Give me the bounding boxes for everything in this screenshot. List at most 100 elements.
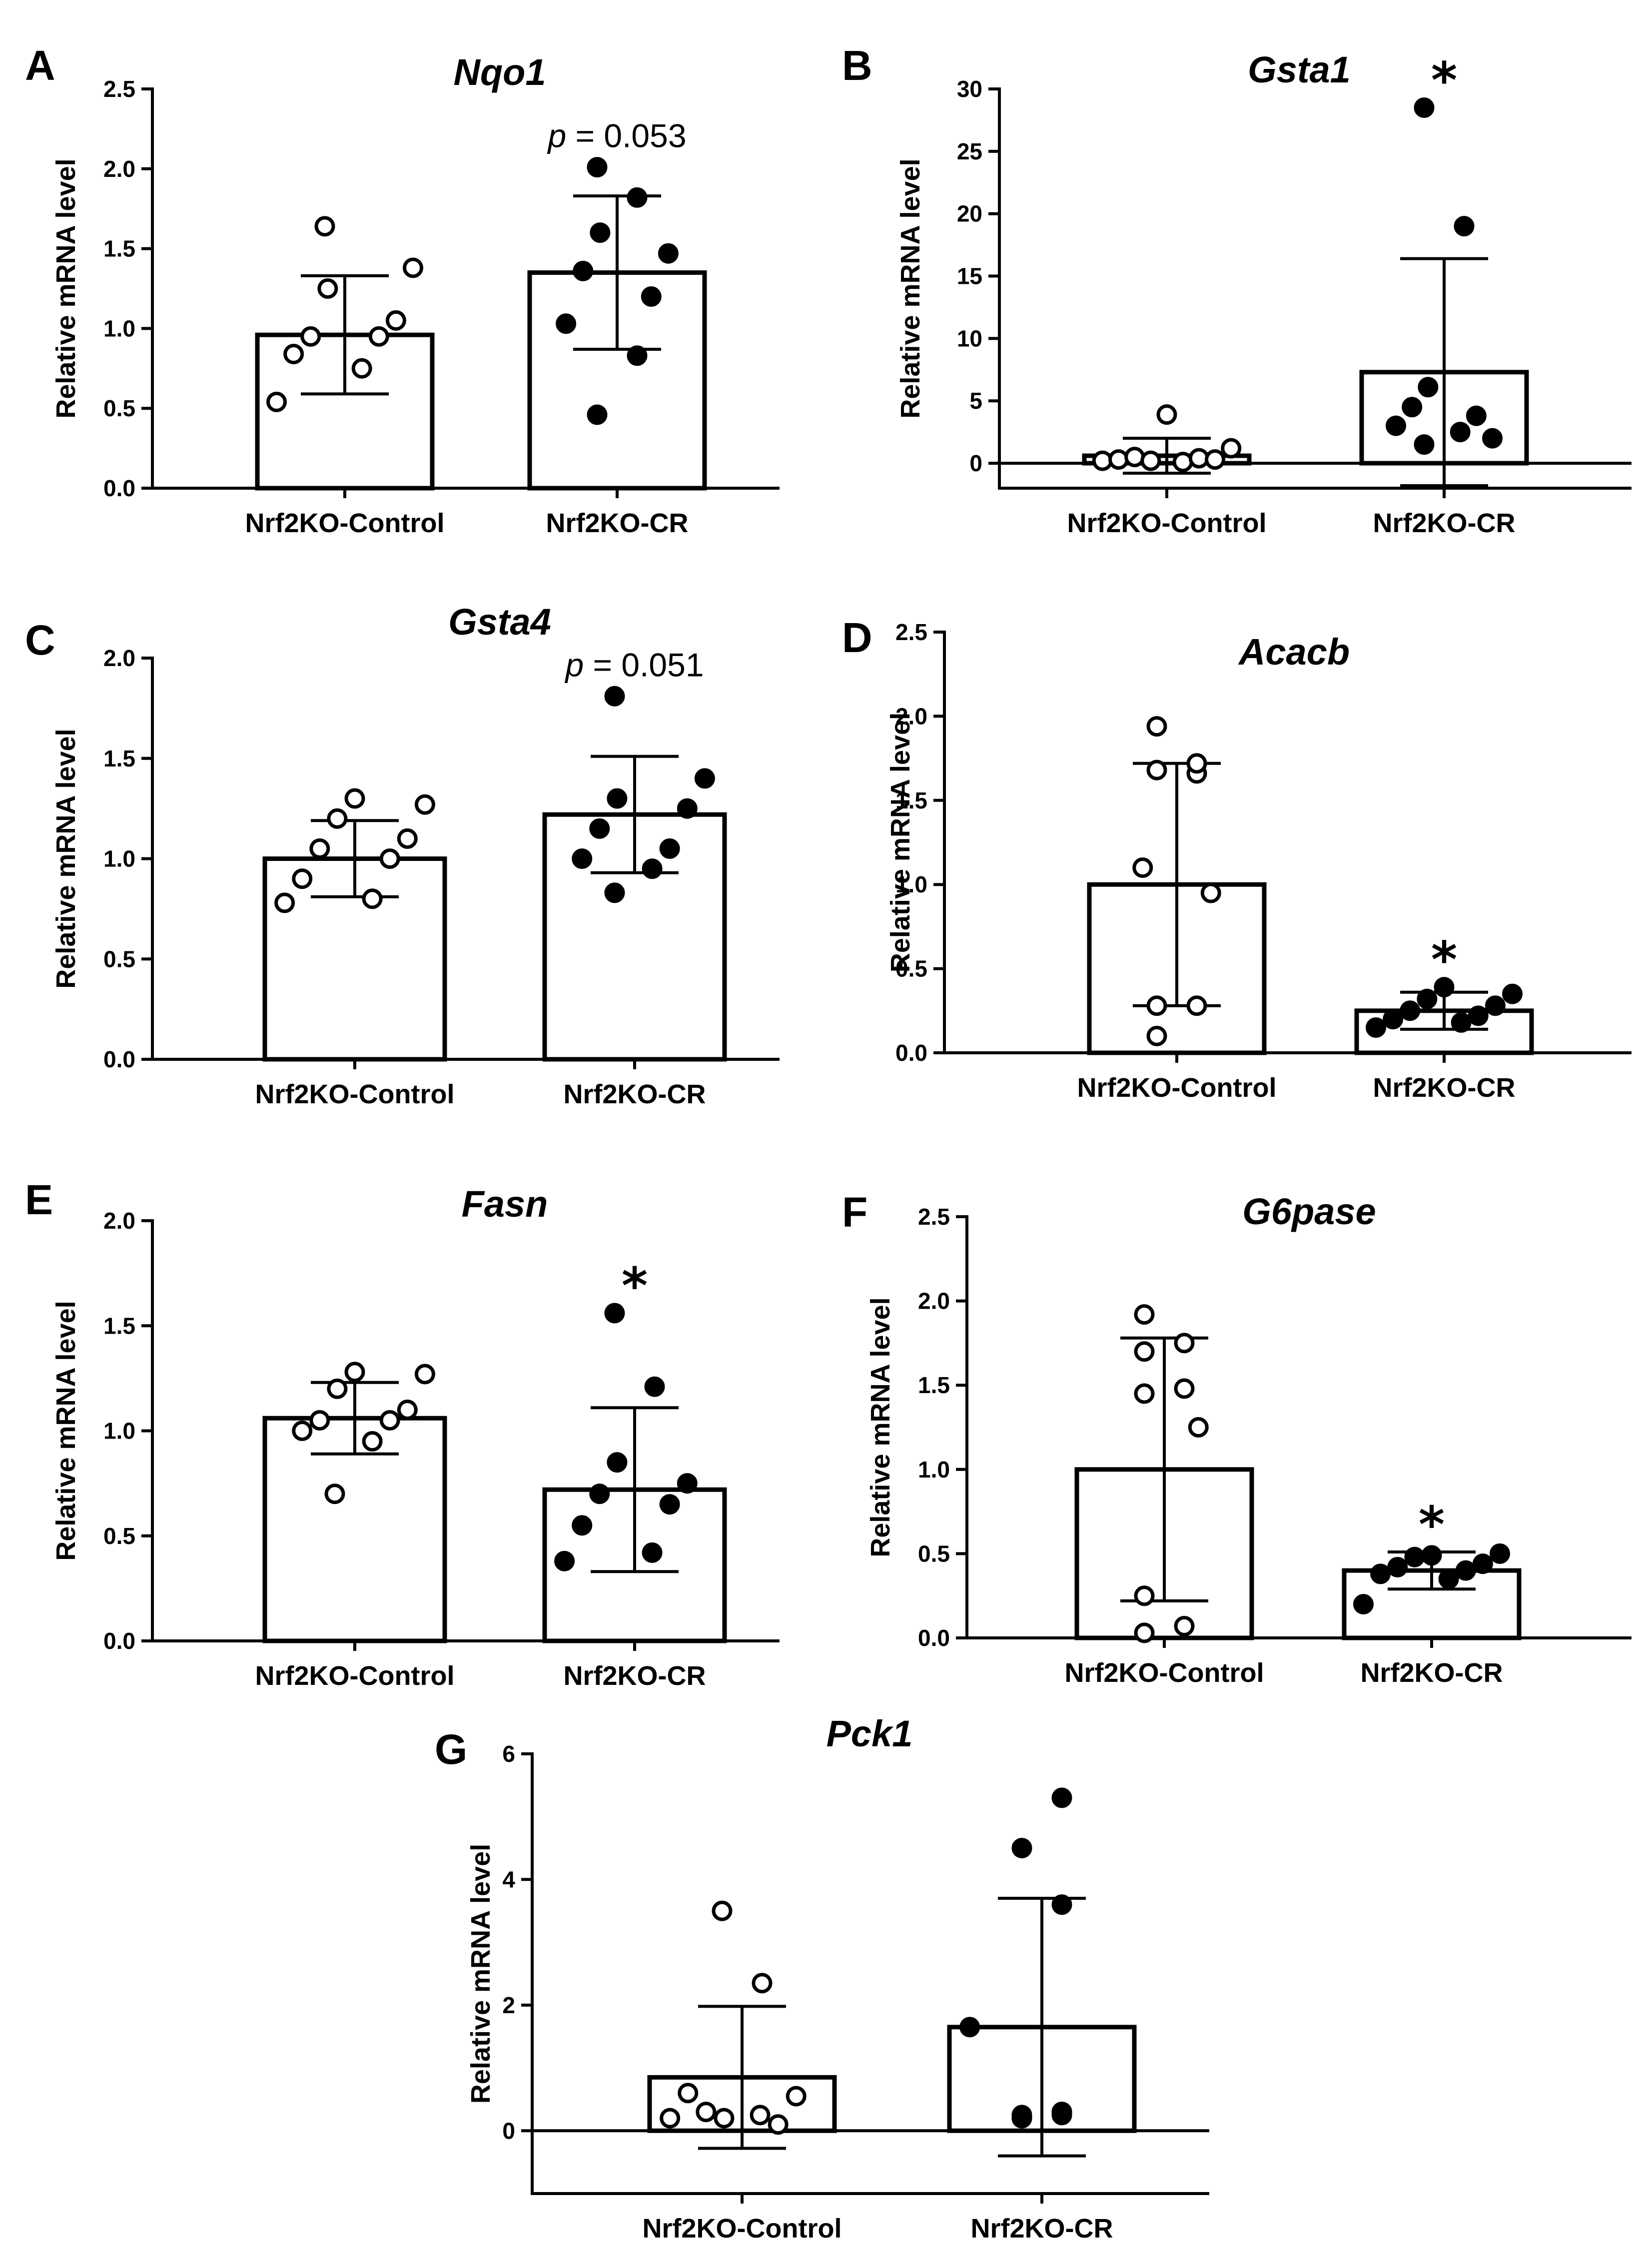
x-tick-label: Nrf2KO-CR — [1373, 508, 1515, 538]
data-point — [959, 2017, 980, 2038]
data-point — [677, 1473, 698, 1494]
y-tick-label: 0.5 — [895, 956, 927, 982]
p-value-text: = 0.051 — [584, 646, 704, 683]
panel-d: D Acacb Relative mRNA level 0.0 0.5 1.0 1.5 2.0… — [842, 614, 1632, 1103]
chart-title: Fasn — [462, 1183, 548, 1225]
x-tick-label: Nrf2KO-CR — [1360, 1658, 1503, 1688]
data-point — [1502, 983, 1523, 1004]
data-point — [368, 326, 389, 347]
data-point — [556, 313, 577, 334]
y-tick-label: 2.0 — [103, 1208, 135, 1234]
y-tick-label: 2.5 — [918, 1204, 950, 1230]
data-point — [768, 2114, 789, 2135]
y-tick-label: 5 — [969, 388, 982, 414]
data-point — [573, 260, 594, 281]
data-point — [1400, 1000, 1421, 1021]
data-point — [752, 1973, 773, 1994]
y-tick-label: 2.0 — [918, 1288, 950, 1314]
chart-title: Nqo1 — [454, 51, 546, 93]
data-point — [607, 788, 628, 809]
data-point — [1051, 1787, 1072, 1808]
data-point — [1370, 1563, 1391, 1584]
data-point — [589, 1484, 610, 1505]
data-point — [292, 868, 313, 889]
y-tick-label: 0 — [969, 450, 982, 476]
data-point — [627, 345, 648, 366]
data-point — [1450, 422, 1471, 443]
y-tick-label: 20 — [957, 201, 982, 227]
data-point — [1108, 449, 1129, 470]
panel-f: F G6pase Relative mRNA level 0.0 0.5 1.0 1.5 2.… — [842, 1189, 1632, 1688]
data-point — [786, 2086, 807, 2107]
y-tick-label: 1.5 — [895, 787, 927, 813]
y-tick-label: 2 — [502, 1992, 515, 2018]
x-tick-label: Nrf2KO-Control — [1077, 1073, 1277, 1103]
data-point — [1146, 995, 1167, 1016]
y-tick-label: 0.5 — [103, 946, 135, 972]
data-point — [589, 818, 610, 839]
data-point — [1490, 1543, 1510, 1564]
data-point — [314, 216, 335, 237]
data-point — [590, 222, 611, 243]
data-point — [694, 768, 715, 789]
x-tick-label: Nrf2KO-Control — [1067, 508, 1267, 538]
y-tick-label: 10 — [957, 325, 982, 351]
data-point — [627, 187, 648, 208]
data-point — [587, 157, 608, 178]
data-point — [714, 2108, 735, 2129]
data-point — [344, 1362, 365, 1383]
data-point — [324, 1484, 345, 1505]
y-axis-label: Relative mRNA level — [466, 1844, 496, 2104]
data-point — [414, 1364, 435, 1385]
p-value-prefix: p — [564, 646, 584, 683]
data-point — [274, 892, 295, 913]
data-point — [1134, 1341, 1155, 1362]
panel-letter: G — [435, 1726, 467, 1773]
data-point — [1434, 977, 1455, 998]
y-tick-label: 0.0 — [103, 1046, 135, 1072]
chart-title: Gsta1 — [1248, 49, 1351, 90]
data-point — [659, 838, 680, 859]
y-tick-label: 2.5 — [103, 76, 135, 102]
data-point — [292, 1421, 313, 1441]
chart-title: Acacb — [1238, 631, 1350, 673]
data-point — [607, 1452, 628, 1473]
data-point — [309, 838, 330, 859]
p-value-prefix: p — [547, 117, 566, 154]
data-point — [300, 326, 321, 347]
data-point — [677, 798, 698, 819]
panel-letter: B — [842, 42, 872, 89]
data-point — [1134, 1622, 1155, 1643]
panel-a: A Nqo1 Relative mRNA level 0.0 0.5 1.0 1.5 2.0 2… — [25, 42, 780, 538]
data-point — [1466, 405, 1487, 426]
data-point — [1383, 1009, 1404, 1030]
panel-letter: A — [25, 42, 55, 89]
panel-c: C Gsta4 Relative mRNA level 0.0 0.5 1.0 1.5 2.0… — [25, 601, 780, 1109]
data-point — [1140, 450, 1161, 471]
data-point — [1124, 447, 1145, 468]
data-point — [604, 1303, 625, 1324]
data-point — [1221, 438, 1242, 459]
data-point — [1134, 1304, 1155, 1325]
data-point — [1174, 1333, 1195, 1354]
data-point — [1134, 1383, 1155, 1404]
y-tick-label: 1.5 — [103, 1313, 135, 1339]
x-tick-label: Nrf2KO-Control — [643, 2214, 842, 2244]
data-point — [1146, 759, 1167, 780]
significance-star: * — [622, 1257, 648, 1315]
x-tick-label: Nrf2KO-CR — [970, 2214, 1113, 2244]
data-point — [696, 2102, 717, 2123]
chart-title: G6pase — [1242, 1191, 1376, 1232]
data-point — [1134, 1585, 1155, 1606]
y-tick-label: 0.0 — [918, 1625, 950, 1651]
data-point — [309, 1410, 330, 1431]
panel-letter: F — [842, 1189, 867, 1236]
data-point — [1485, 995, 1506, 1016]
data-point — [1468, 1005, 1489, 1026]
data-point — [678, 2083, 699, 2104]
x-tick-label: Nrf2KO-Control — [255, 1661, 455, 1691]
y-tick-label: 15 — [957, 263, 982, 289]
data-point — [1421, 1545, 1442, 1566]
